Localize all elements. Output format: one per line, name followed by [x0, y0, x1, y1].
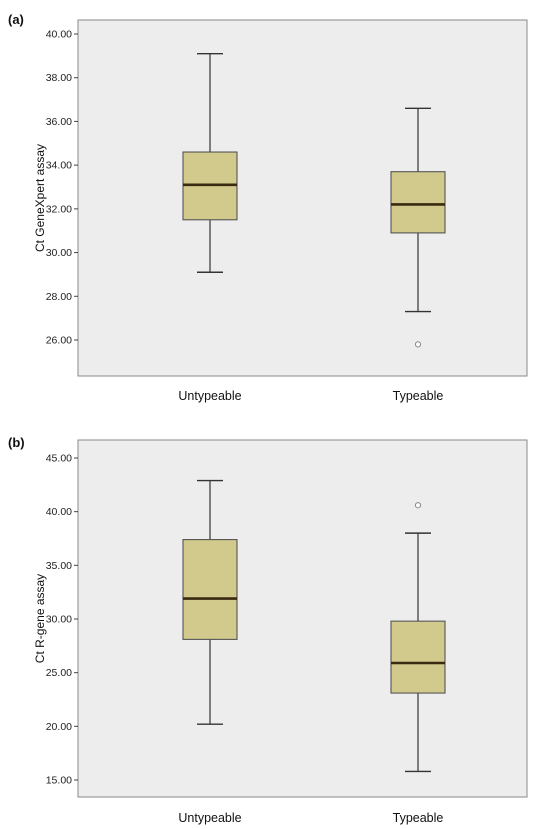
y-tick-label: 40.00 — [46, 29, 72, 41]
y-tick-label: 20.00 — [46, 721, 72, 733]
plot-area — [77, 19, 528, 377]
iqr-box — [390, 620, 446, 694]
x-category-label: Untypeable — [178, 811, 241, 825]
y-tick-label: 30.00 — [46, 614, 72, 626]
y-tick-label: 34.00 — [46, 160, 72, 172]
box-untypeable — [182, 479, 238, 725]
y-tick-label: 25.00 — [46, 667, 72, 679]
y-tick-label: 38.00 — [46, 72, 72, 84]
chart-panel-1: 40.00 38.00 36.00 34.00 32.00 30.00 28.00 26.00… — [8, 12, 528, 403]
panel-label: (a) — [8, 12, 24, 27]
box-typeable — [390, 502, 446, 773]
y-tick-label: 26.00 — [46, 335, 72, 347]
x-category-label: Untypeable — [178, 389, 241, 403]
panel-label: (b) — [8, 435, 25, 450]
y-tick-label: 15.00 — [46, 775, 72, 787]
chart-panel-2: 45.00 40.00 35.00 30.00 25.00 20.00 15.00 Ct R-… — [8, 435, 528, 825]
y-axis-title: Ct R-gene assay — [33, 574, 47, 663]
y-axis-title: Ct GeneXpert assay — [33, 144, 47, 252]
y-tick-label: 45.00 — [46, 453, 72, 465]
box-typeable — [390, 107, 446, 348]
y-tick-label: 40.00 — [46, 506, 72, 518]
y-tick-label: 28.00 — [46, 291, 72, 303]
outlier-point — [414, 341, 422, 348]
y-tick-label: 36.00 — [46, 116, 72, 128]
x-category-label: Typeable — [393, 811, 444, 825]
y-tick-label: 32.00 — [46, 203, 72, 215]
box-untypeable — [182, 52, 238, 273]
plot-area — [77, 439, 528, 798]
y-tick-label: 35.00 — [46, 560, 72, 572]
y-tick-label: 30.00 — [46, 247, 72, 259]
x-category-label: Typeable — [393, 389, 444, 403]
iqr-box — [182, 539, 238, 640]
outlier-point — [414, 502, 422, 509]
iqr-box — [390, 171, 446, 234]
